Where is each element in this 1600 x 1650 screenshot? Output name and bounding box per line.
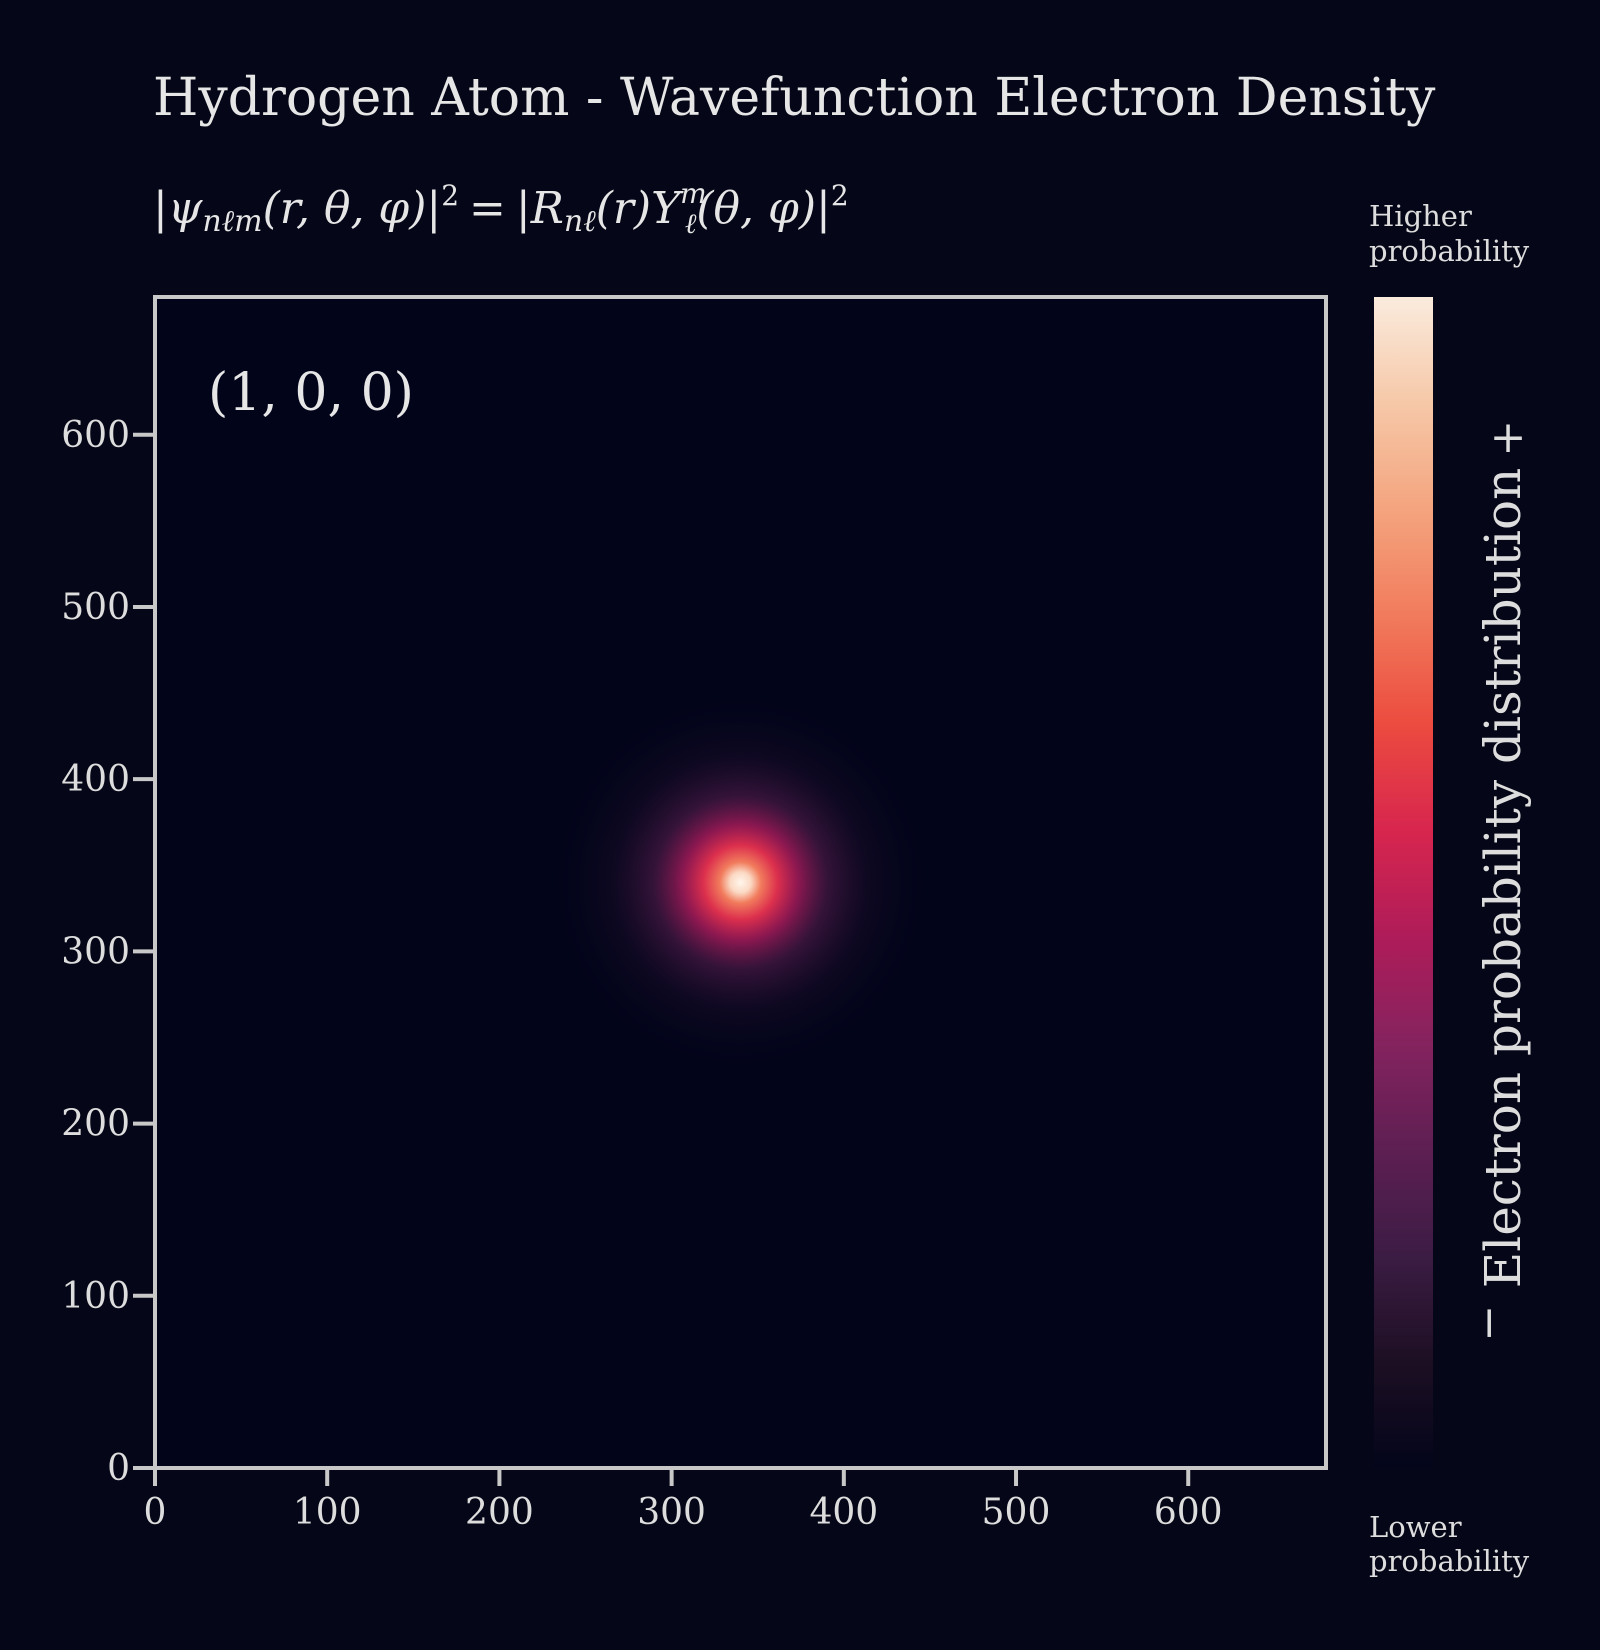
- plot-frame: [153, 295, 1328, 1470]
- y-tick-label: 500: [61, 587, 130, 628]
- x-axis: 0 100 200 300 400 500 600: [144, 1468, 1223, 1533]
- y-tick-label: 0: [107, 1448, 130, 1489]
- colorbar-top-label-line2: probability: [1369, 234, 1530, 268]
- y-tick-label: 100: [61, 1276, 130, 1317]
- colorbar-bottom-label-line2: probability: [1369, 1544, 1530, 1578]
- electron-density-cloud: [533, 675, 948, 1090]
- colorbar-bottom-label-line1: Lower: [1369, 1510, 1462, 1544]
- quantum-numbers-label: (1, 0, 0): [208, 363, 414, 423]
- wavefunction-formula: |ψnℓm(r, θ, φ)|2 = |Rnℓ(r)Ym ℓ(θ, φ)|2: [153, 177, 849, 240]
- colorbar-axis-label: Electron probability distribution: [1474, 468, 1532, 1289]
- y-tick-label: 200: [61, 1104, 130, 1145]
- x-tick-label: 600: [1154, 1492, 1223, 1533]
- y-tick-label: 400: [61, 759, 130, 800]
- y-tick-label: 300: [61, 931, 130, 972]
- x-tick-label: 400: [809, 1492, 878, 1533]
- colorbar-top-label-line1: Higher: [1369, 199, 1472, 233]
- colorbar-plus-symbol: +: [1490, 412, 1527, 463]
- x-tick-label: 500: [982, 1492, 1051, 1533]
- chart-title: Hydrogen Atom - Wavefunction Electron De…: [153, 68, 1436, 128]
- colorbar-minus-symbol: −: [1463, 1305, 1514, 1342]
- x-tick-label: 200: [465, 1492, 534, 1533]
- x-tick-label: 100: [293, 1492, 362, 1533]
- x-tick-label: 0: [144, 1492, 167, 1533]
- y-tick-label: 600: [61, 415, 130, 456]
- x-tick-label: 300: [637, 1492, 706, 1533]
- y-axis: 0 100 200 300 400 500 600: [61, 415, 155, 1489]
- colorbar: [1374, 297, 1433, 1468]
